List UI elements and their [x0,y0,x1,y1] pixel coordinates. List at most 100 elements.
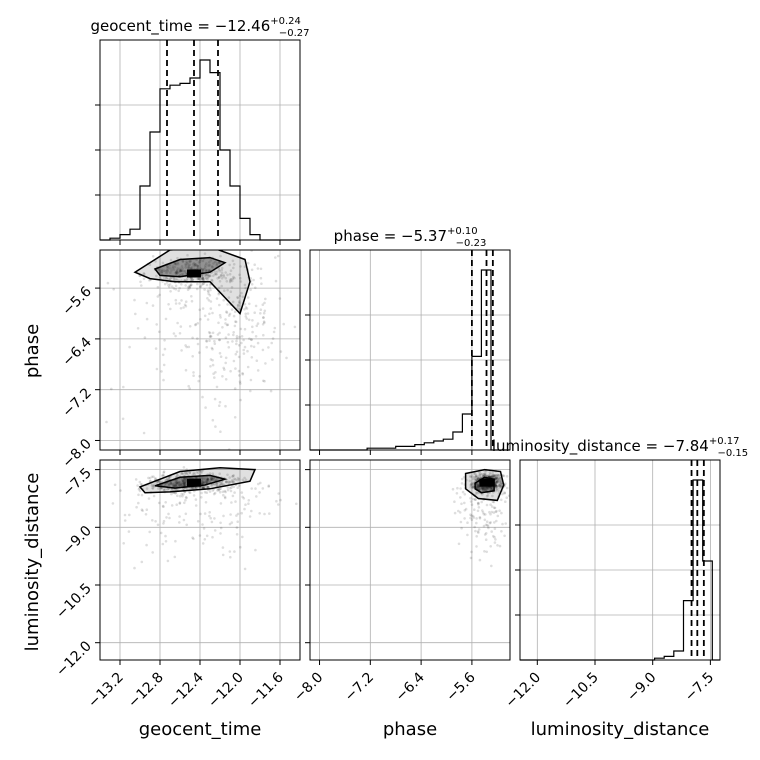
sample-point [188,491,192,495]
sample-point [221,326,224,329]
sample-point [222,366,225,370]
sample-point [219,482,223,485]
sample-point [137,501,140,505]
sample-point [211,359,214,362]
sample-point [199,285,202,289]
sample-point [180,481,184,485]
sample-point [162,488,166,492]
sample-point [209,283,212,287]
sample-point [158,293,161,297]
sample-point [180,273,183,276]
sample-point [230,286,234,289]
sample-point [261,323,265,326]
sample-point [155,367,159,371]
sample-point [163,339,166,342]
sample-point [181,494,184,498]
sample-point [184,481,188,484]
grid [100,460,300,660]
sample-point [182,518,186,522]
sample-point [221,546,225,549]
sample-point [184,368,188,372]
sample-point [190,265,194,269]
y-tick-label: −8.0 [59,436,94,471]
sample-point [213,342,217,346]
sample-point [192,374,195,378]
sample-point [210,484,213,487]
sample-point [182,482,186,485]
sample-point [505,496,509,500]
sample-point [476,476,480,479]
sample-point [193,486,196,489]
sample-point [180,265,184,268]
sample-point [498,484,502,487]
sample-point [225,310,228,314]
sample-point [246,312,250,315]
sample-point [219,254,222,258]
sample-point [491,474,494,477]
hist-panel-geocent_time: geocent_time = −12.46+0.24 −0.27 [90,16,310,245]
sample-point [475,478,479,481]
sample-point [177,482,180,485]
sample-point [175,481,179,485]
sample-point [145,508,149,512]
sample-point [220,268,224,272]
sample-point [164,479,167,482]
sample-point [178,482,182,486]
sample-point [236,306,239,310]
sample-point [496,476,499,480]
sample-point [218,404,221,408]
sample-point [498,544,502,548]
sample-point [472,497,475,501]
sample-point [494,489,498,493]
sample-point [492,475,495,479]
sample-point [459,487,462,490]
sample-point [471,485,475,488]
sample-point [464,507,468,511]
sample-point [496,475,499,479]
sample-point [204,276,208,279]
sample-point [246,349,249,353]
sample-point [259,481,262,485]
sample-point [232,480,235,484]
panels: geocent_time = −12.46+0.24 −0.27 phase = −… [53,16,748,711]
sample-point [151,519,154,522]
sample-point [192,537,195,541]
sample-point [483,533,487,536]
sample-point [496,478,500,481]
sample-point [207,486,210,489]
sample-point [167,476,171,480]
sample-point [495,479,498,483]
sample-point [460,502,463,506]
sample-point [205,478,209,481]
sample-point [220,276,224,280]
sample-point [482,488,486,491]
sample-point [183,482,187,485]
sample-point [228,272,232,276]
sample-point [202,481,206,484]
sample-point [219,532,222,535]
sample-point [483,487,487,491]
sample-point [236,296,239,299]
sample-point [262,316,265,319]
sample-point [253,263,256,267]
sample-point [219,430,222,434]
sample-point [499,485,503,488]
sample-point [211,274,215,278]
sample-point [233,324,237,328]
sample-point [218,280,222,283]
sample-point [504,522,508,525]
sample-point [457,509,460,513]
x-tick-label: −7.2 [342,670,377,705]
sample-point [218,400,222,404]
xlabel-luminosity-distance: luminosity_distance [531,719,710,740]
sample-point [110,387,113,391]
sample-point [469,484,473,487]
sample-point [166,281,169,284]
sample-point [469,500,473,503]
sample-point [242,352,246,355]
sample-point [261,303,265,307]
sample-point [249,389,252,393]
sample-point [174,298,178,302]
sample-point [191,476,195,480]
sample-point [178,521,181,524]
